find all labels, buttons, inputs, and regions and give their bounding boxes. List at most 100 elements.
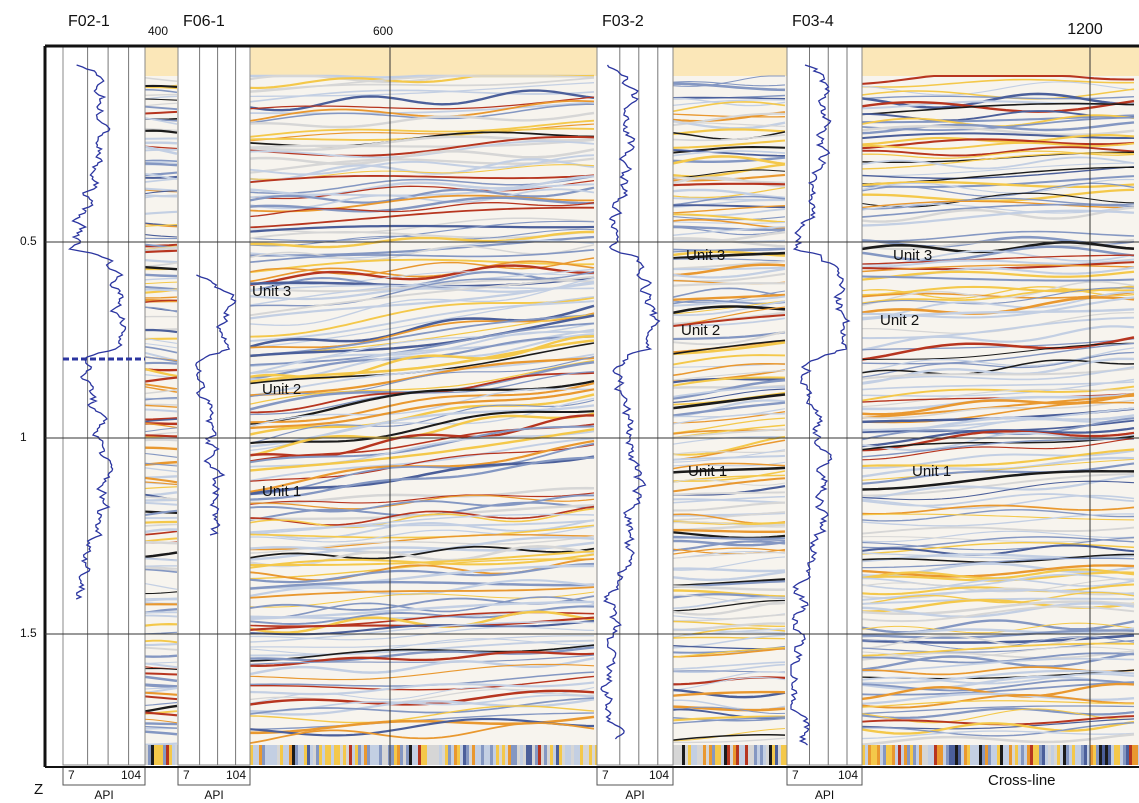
bottom-band	[949, 745, 952, 765]
bottom-band	[286, 745, 289, 765]
bottom-band	[700, 745, 703, 765]
bottom-band	[685, 745, 688, 765]
bottom-band	[325, 745, 328, 765]
unit-label: Unit 2	[681, 322, 720, 339]
bottom-band	[454, 745, 457, 765]
bottom-band	[508, 745, 511, 765]
reflector	[145, 86, 177, 87]
bottom-band	[457, 745, 460, 765]
bottom-band	[385, 745, 388, 765]
bottom-band	[766, 745, 769, 765]
bottom-band	[760, 745, 763, 765]
reflector	[145, 656, 177, 657]
bottom-band	[1015, 745, 1018, 765]
bottom-band	[1072, 745, 1075, 765]
bottom-band	[520, 745, 523, 765]
reflector	[145, 251, 177, 252]
well-panel	[178, 46, 250, 765]
bottom-band	[982, 745, 985, 765]
bottom-band	[541, 745, 544, 765]
bottom-band	[295, 745, 298, 765]
bottom-band	[436, 745, 439, 765]
bottom-band	[484, 745, 487, 765]
bottom-band	[334, 745, 337, 765]
bottom-band	[298, 745, 301, 765]
bottom-band	[1048, 745, 1051, 765]
bottom-band	[262, 745, 265, 765]
well-name: F06-1	[183, 13, 225, 30]
reflector	[145, 500, 177, 501]
bottom-band	[316, 745, 319, 765]
crossline-tick-label: 600	[373, 24, 393, 38]
bottom-band	[340, 745, 343, 765]
bottom-band	[574, 745, 577, 765]
bottom-band	[292, 745, 295, 765]
bottom-band	[895, 745, 898, 765]
bottom-band	[439, 745, 442, 765]
bottom-band	[556, 745, 559, 765]
bottom-band	[427, 745, 430, 765]
bottom-band	[973, 745, 976, 765]
bottom-band	[1120, 745, 1123, 765]
bottom-band	[472, 745, 475, 765]
bottom-band	[709, 745, 712, 765]
bottom-band	[922, 745, 925, 765]
bottom-band	[868, 745, 871, 765]
bottom-band	[547, 745, 550, 765]
bottom-band	[373, 745, 376, 765]
bottom-band	[499, 745, 502, 765]
z-tick-label: 1	[20, 430, 27, 444]
bottom-band	[1021, 745, 1024, 765]
bottom-band	[721, 745, 724, 765]
scale-label: API	[815, 788, 834, 802]
bottom-band	[445, 745, 448, 765]
bottom-band	[1003, 745, 1006, 765]
bottom-band	[328, 745, 331, 765]
bottom-band	[1024, 745, 1027, 765]
bottom-band	[523, 745, 526, 765]
bottom-band	[742, 745, 745, 765]
bottom-band	[319, 745, 322, 765]
bottom-band	[346, 745, 349, 765]
bottom-band	[1060, 745, 1063, 765]
bottom-band	[274, 745, 277, 765]
scale-label: API	[625, 788, 644, 802]
bottom-band	[349, 745, 352, 765]
bottom-band	[1135, 745, 1138, 765]
bottom-band	[1057, 745, 1060, 765]
bottom-band	[691, 745, 694, 765]
bottom-band	[151, 745, 154, 765]
well-name: F02-1	[68, 13, 110, 30]
bottom-band	[736, 745, 739, 765]
reflector	[145, 363, 177, 364]
bottom-band	[886, 745, 889, 765]
bottom-band	[889, 745, 892, 765]
bottom-band	[160, 745, 163, 765]
bottom-band	[1012, 745, 1015, 765]
bottom-band	[586, 745, 589, 765]
bottom-band	[397, 745, 400, 765]
bottom-band	[1078, 745, 1081, 765]
bottom-band	[565, 745, 568, 765]
reflector	[145, 290, 177, 291]
well-panel	[787, 46, 862, 765]
bottom-band	[970, 745, 973, 765]
reflector	[145, 673, 177, 674]
bottom-band	[550, 745, 553, 765]
reflector	[145, 440, 177, 441]
reflector	[145, 297, 177, 298]
bottom-band	[898, 745, 901, 765]
bottom-band	[289, 745, 292, 765]
bottom-band	[304, 745, 307, 765]
bottom-band	[1099, 745, 1102, 765]
unit-label: Unit 3	[686, 247, 725, 264]
bottom-band	[337, 745, 340, 765]
bottom-band	[451, 745, 454, 765]
scale-label: API	[94, 788, 113, 802]
bottom-band	[883, 745, 886, 765]
unit-label: Unit 2	[262, 381, 301, 398]
bottom-band	[877, 745, 880, 765]
reflector	[145, 404, 177, 405]
bottom-band	[169, 745, 172, 765]
bottom-band	[511, 745, 514, 765]
